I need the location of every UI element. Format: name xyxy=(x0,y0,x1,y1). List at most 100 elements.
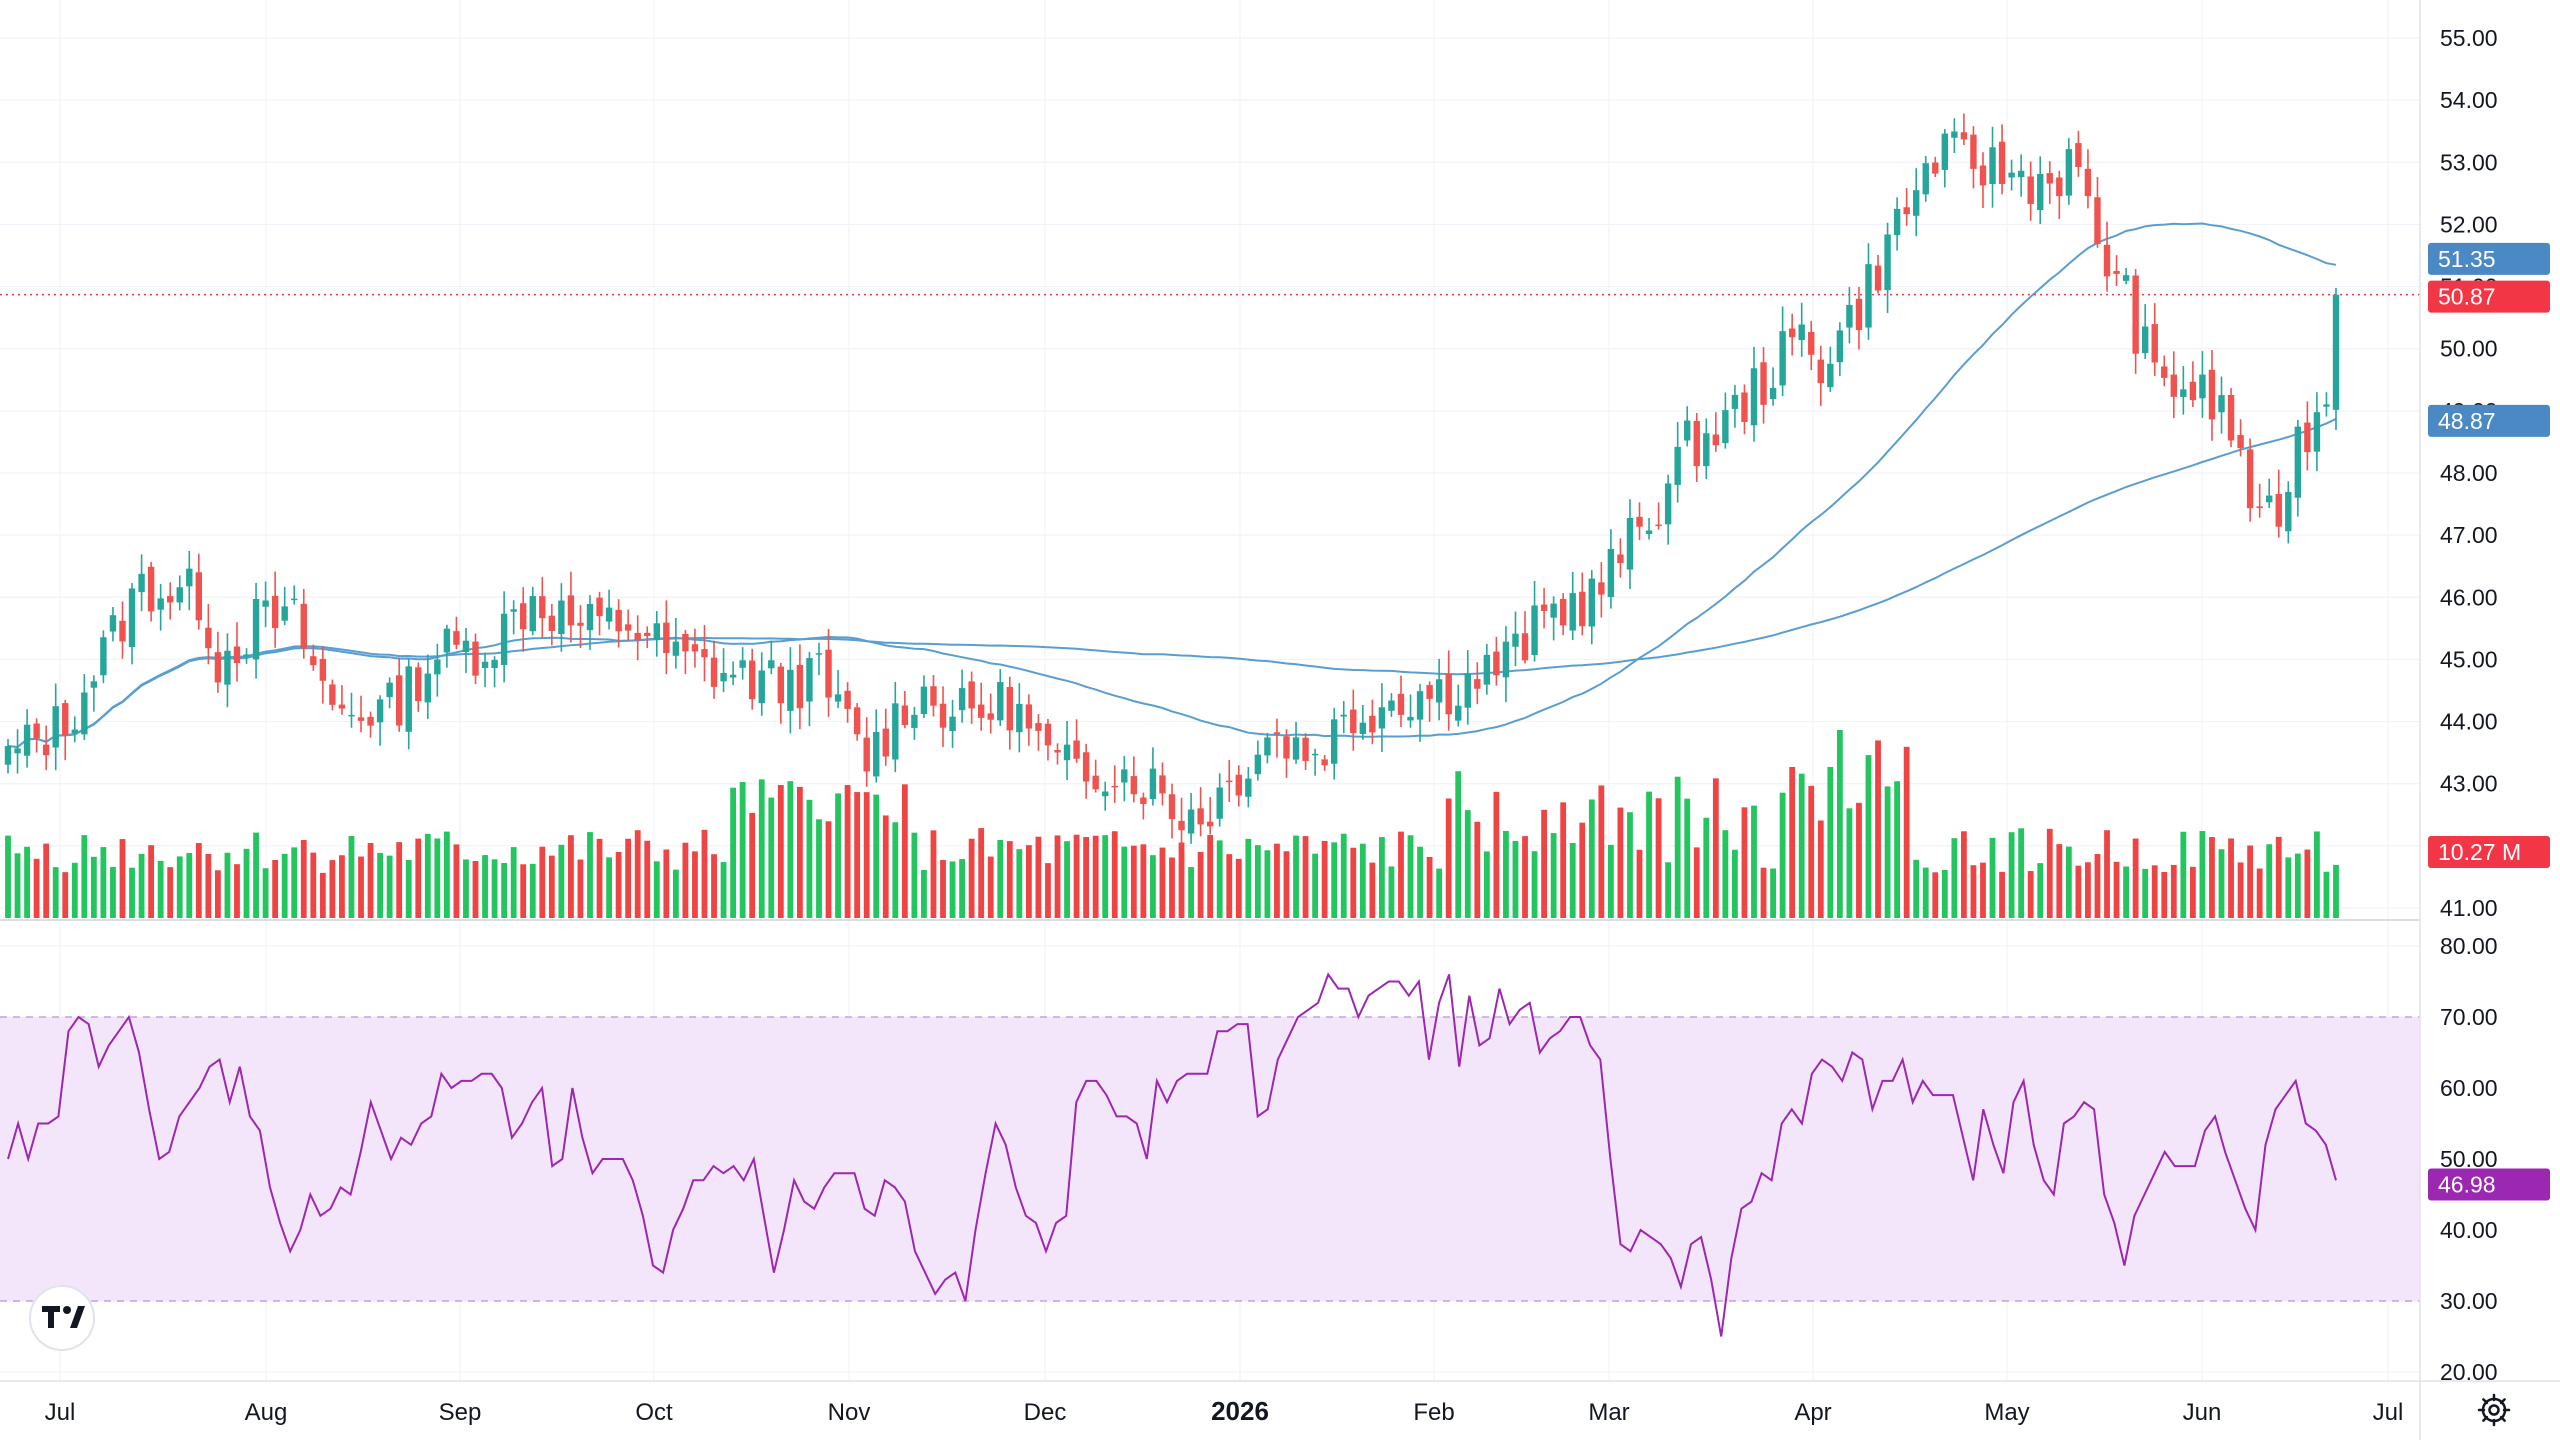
volume-bar xyxy=(663,849,670,918)
volume-bar xyxy=(339,855,345,918)
candle-body xyxy=(1865,264,1872,328)
volume-bar xyxy=(2113,861,2120,918)
candle-body xyxy=(1235,774,1242,796)
candle-body xyxy=(2122,275,2130,281)
volume-bar xyxy=(1235,858,1242,918)
candle-body xyxy=(462,640,470,653)
candle-body xyxy=(2246,449,2254,509)
candle-body xyxy=(2180,389,2187,397)
volume-bar xyxy=(319,872,326,918)
volume-bar xyxy=(1388,866,1395,918)
candle-body xyxy=(1731,394,1739,409)
volume-bar xyxy=(1598,785,1605,918)
candle-body xyxy=(815,653,823,655)
candle-body xyxy=(2332,294,2340,410)
volume-bar xyxy=(768,797,775,918)
last-price-tag-bg xyxy=(2428,280,2550,313)
volume-bar xyxy=(1732,849,1738,918)
candle-body xyxy=(1102,791,1109,797)
candle-body xyxy=(1388,700,1395,711)
price-candles xyxy=(4,113,2340,847)
candle-body xyxy=(367,716,374,726)
candle-body xyxy=(1054,749,1061,753)
volume-bar xyxy=(272,859,279,918)
volume-bar xyxy=(2142,868,2149,918)
candle-body xyxy=(1912,190,1920,216)
candle-body xyxy=(768,660,775,669)
candle-body xyxy=(224,650,231,685)
volume-bar xyxy=(358,856,364,918)
candle-body xyxy=(14,748,21,754)
volume-bar xyxy=(2065,846,2072,918)
rsi-line xyxy=(7,972,2337,1337)
volume-bar xyxy=(1636,849,1643,918)
volume-bar xyxy=(1827,766,1834,918)
volume-bar xyxy=(2285,857,2292,918)
candle-body xyxy=(539,596,546,619)
candle-body xyxy=(1655,524,1662,527)
candle-body xyxy=(1531,605,1538,655)
candle-body xyxy=(166,596,174,603)
volume-bar xyxy=(1665,862,1672,918)
volume-bar xyxy=(1980,862,1986,918)
candle-body xyxy=(2170,374,2178,397)
candle-body xyxy=(796,664,804,709)
volume-bar xyxy=(2056,844,2063,918)
volume-bar xyxy=(291,847,298,918)
volume-bar xyxy=(1312,853,1319,918)
candle-body xyxy=(291,598,298,601)
candle-body xyxy=(1082,752,1090,782)
candle-body xyxy=(1025,704,1033,729)
volume-bar xyxy=(1025,845,1032,918)
price-axis-tick: 48.00 xyxy=(2440,460,2498,486)
candle-body xyxy=(663,622,670,654)
ma200-price-tag-bg xyxy=(2428,404,2550,437)
candle-body xyxy=(1750,368,1758,426)
candle-body xyxy=(415,667,422,702)
candle-body xyxy=(33,723,40,739)
volume-bar xyxy=(1569,842,1576,918)
volume-bar xyxy=(1359,843,1366,918)
volume-bar xyxy=(157,860,164,918)
volume-bar xyxy=(1999,871,2005,918)
candle-body xyxy=(1951,131,1958,138)
volume-bar xyxy=(1961,831,1967,918)
volume-bar xyxy=(1417,846,1423,918)
candle-body xyxy=(1664,483,1672,525)
volume-bar xyxy=(1722,830,1729,918)
last-price-tag: 50.87 xyxy=(2428,280,2550,313)
candle-body xyxy=(2304,422,2311,453)
candle-body xyxy=(1168,794,1176,820)
tradingview-logo-icon[interactable] xyxy=(29,1285,95,1351)
candle-body xyxy=(1788,328,1796,338)
candle-body xyxy=(644,632,651,636)
candle-body xyxy=(262,600,269,607)
volume-bar xyxy=(758,779,765,918)
volume-bar xyxy=(2314,831,2320,918)
volume-bar xyxy=(2075,865,2082,918)
time-axis-label: Jul xyxy=(2373,1399,2404,1426)
volume-bar xyxy=(1369,862,1376,918)
volume-bar xyxy=(1503,830,1509,918)
time-axis-label: Aug xyxy=(245,1399,288,1426)
volume-bar xyxy=(1541,809,1547,918)
candle-body xyxy=(1245,778,1252,797)
volume-bar xyxy=(863,792,870,918)
volume-bar xyxy=(443,831,450,918)
candle-body xyxy=(2294,426,2302,498)
volume-bar xyxy=(224,852,231,918)
volume-bar xyxy=(1340,833,1347,918)
candle-body xyxy=(1187,809,1195,834)
volume-bar xyxy=(405,859,412,918)
volume-bar xyxy=(1741,807,1748,918)
candle-body xyxy=(729,674,737,678)
gear-icon[interactable] xyxy=(2477,1393,2511,1427)
volume-bar xyxy=(1712,778,1719,918)
candle-body xyxy=(1703,433,1710,467)
candle-body xyxy=(1111,785,1118,788)
candle-body xyxy=(520,603,527,630)
volume-bar xyxy=(2027,871,2034,918)
candle-body xyxy=(319,658,327,681)
volume-bar xyxy=(377,852,383,918)
candle-body xyxy=(624,624,632,631)
